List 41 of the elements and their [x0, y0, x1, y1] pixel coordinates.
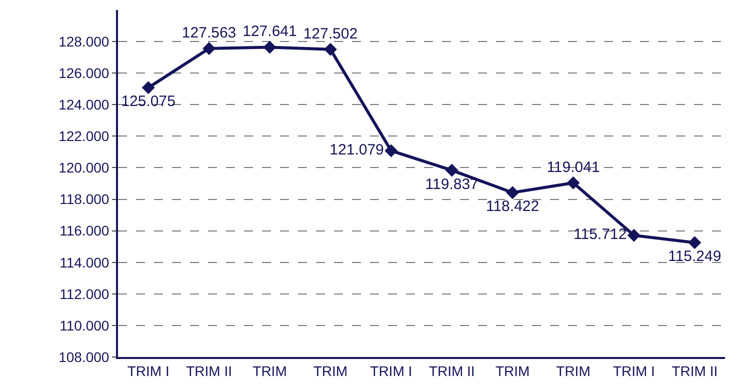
- point: [142, 81, 155, 94]
- text: 127.641: [242, 23, 297, 40]
- y-tick-label: 114.000: [60, 254, 110, 270]
- y-tick-label: 128.000: [58, 33, 110, 50]
- text: 125.075: [121, 93, 176, 110]
- x-tick-label: TRIM I: [127, 362, 170, 379]
- point: [445, 164, 458, 177]
- point: [263, 40, 276, 54]
- x-tick-label: TRIM II: [186, 362, 232, 379]
- point: [627, 228, 640, 242]
- text: 118.422: [486, 198, 540, 216]
- x-tick-label: TRIM: [252, 362, 287, 379]
- y-tick-label: 118.000: [60, 191, 110, 208]
- text: 119.041: [546, 158, 600, 176]
- y-tick-label: 126.000: [58, 64, 110, 81]
- text: 119.837: [425, 176, 478, 193]
- text: 115.712: [574, 226, 627, 244]
- x-tick-label: TRIM I: [612, 362, 655, 379]
- point: [506, 186, 520, 200]
- y-tick-label: 124.000: [58, 96, 110, 113]
- point: [688, 236, 702, 250]
- x-tick-label: TRIM II: [428, 362, 475, 379]
- text: 127.563: [182, 24, 236, 42]
- y-tick-label: 108.000: [58, 348, 110, 365]
- point: [566, 176, 580, 190]
- y-tick-label: 112.000: [60, 286, 110, 302]
- y-tick-label: 110.000: [60, 317, 110, 334]
- text: 121.079: [330, 141, 384, 158]
- x-tick-label: TRIM II: [672, 362, 718, 379]
- x-tick-label: TRIM: [556, 362, 590, 379]
- x-tick-label: TRIM: [495, 362, 530, 379]
- x-tick-label: TRIM: [313, 362, 348, 379]
- text: 115.249: [668, 248, 722, 266]
- point: [202, 42, 216, 55]
- point: [384, 144, 398, 158]
- x-tick-label: TRIM I: [370, 362, 412, 379]
- text: 127.502: [303, 25, 358, 42]
- point: [324, 42, 337, 56]
- y-tick-label: 116.000: [60, 222, 110, 239]
- y-tick-label: 120.000: [58, 160, 110, 176]
- y-tick-label: 122.000: [58, 128, 110, 144]
